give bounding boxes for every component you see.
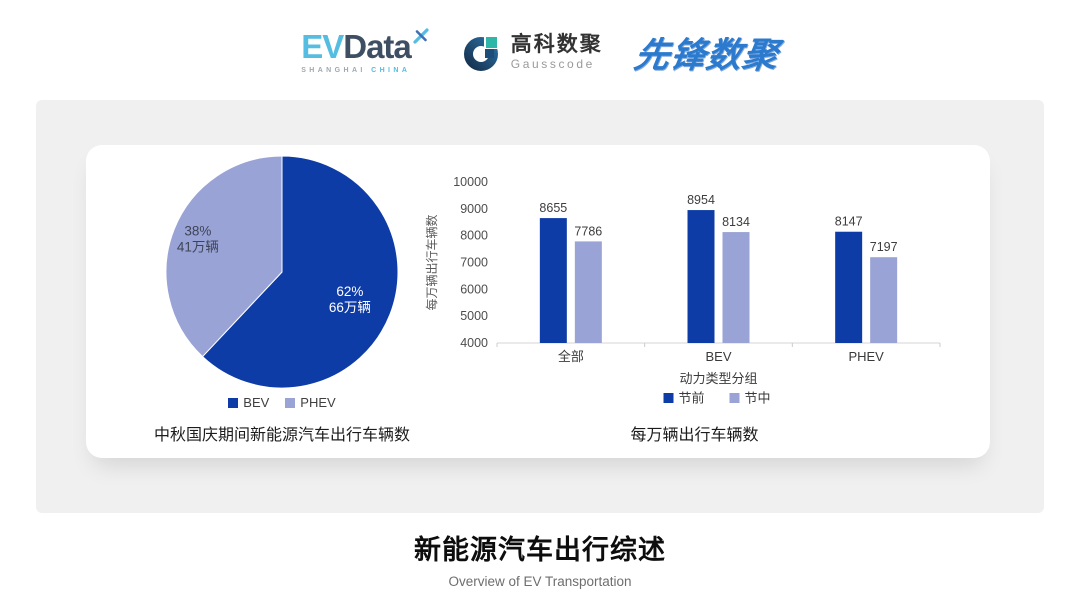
pie-legend-label: PHEV: [300, 395, 336, 410]
pie-legend-swatch: [228, 397, 239, 408]
y-tick-label: 7000: [460, 256, 488, 270]
pie-legend: BEV PHEV: [132, 395, 432, 410]
bar-value-label: 8147: [835, 215, 863, 229]
y-tick-label: 4000: [460, 336, 488, 350]
gausscode-en-text: Gausscode: [510, 57, 595, 72]
evdata-sub-china: CHINA: [371, 67, 411, 74]
y-tick-label: 9000: [460, 202, 488, 216]
pie-slice-bev: [202, 155, 399, 389]
bar-legend-swatch: [729, 393, 740, 403]
evdata-subtext: SHANGHAI CHINA: [301, 67, 410, 74]
charts-panel: 62% 66万辆 38% 41万辆 BEV PHEV 中秋国庆期间新能源汽车出行车辆数 …: [36, 100, 1044, 513]
xianfeng-text: 先锋数聚: [631, 35, 782, 75]
pie-slice-amount: 41万辆: [177, 240, 219, 255]
bar-value-label: 8954: [687, 193, 715, 207]
evdata-sub-shanghai: SHANGHAI: [301, 67, 366, 74]
evdata-logo: EV Data SHANGHAI CHINA: [301, 28, 430, 74]
charts-card: 62% 66万辆 38% 41万辆 BEV PHEV 中秋国庆期间新能源汽车出行车辆数 …: [86, 145, 990, 458]
pie-legend-item-phev: PHEV: [285, 395, 336, 410]
bar-legend-label: 节中: [745, 391, 771, 406]
pie-slice-percent: 62%: [336, 284, 363, 299]
bar-节中-PHEV: [870, 257, 898, 343]
header-logos: EV Data SHANGHAI CHINA: [0, 18, 1080, 86]
pie-legend-item-bev: BEV: [228, 395, 269, 410]
bar-value-label: 7786: [574, 224, 602, 238]
pie-chart: 62% 66万辆 38% 41万辆: [165, 155, 399, 389]
pie-legend-label: BEV: [243, 395, 270, 410]
gausscode-cn-text: 高科数聚: [510, 32, 603, 56]
gausscode-g-icon: [463, 32, 502, 71]
pie-slice-percent: 38%: [184, 224, 211, 239]
evdata-data-text: Data: [343, 28, 412, 65]
category-label: BEV: [705, 349, 731, 364]
bar-节中-全部: [574, 241, 602, 343]
footer: 新能源汽车出行综述 Overview of EV Transportation: [0, 528, 1080, 589]
pie-slice-phev: [165, 155, 283, 358]
pie-chart-title: 中秋国庆期间新能源汽车出行车辆数: [153, 427, 410, 444]
x-axis-title: 动力类型分组: [679, 371, 757, 386]
evdata-x-icon: [413, 28, 429, 44]
y-axis-title: 每万辆出行车辆数: [424, 214, 439, 310]
bar-chart-title: 每万辆出行车辆数: [630, 427, 759, 444]
evdata-ev-text: EV: [301, 28, 344, 65]
pie-slice-amount: 66万辆: [329, 300, 371, 315]
gausscode-text: 高科数聚 Gausscode: [511, 33, 603, 71]
pie-slice-label-bev: 62% 66万辆: [329, 284, 371, 315]
pie-slice-label-phev: 38% 41万辆: [177, 224, 219, 255]
y-tick-label: 8000: [460, 229, 488, 243]
page-title: 新能源汽车出行综述: [414, 535, 666, 565]
xianfeng-logo: 先锋数聚: [631, 27, 783, 78]
bar-value-label: 8134: [722, 215, 750, 229]
y-tick-label: 6000: [460, 282, 488, 296]
bar-节前-BEV: [687, 210, 715, 343]
bar-legend-swatch: [663, 393, 674, 403]
bar-value-label: 7197: [870, 240, 898, 254]
bar-节前-全部: [539, 218, 567, 343]
evdata-wordmark: EV Data: [301, 28, 430, 65]
page-subtitle: Overview of EV Transportation: [448, 574, 632, 589]
gausscode-logo: 高科数聚 Gausscode: [462, 32, 603, 72]
category-label: PHEV: [848, 349, 884, 364]
y-tick-label: 10000: [453, 175, 488, 189]
bar-节前-PHEV: [835, 231, 863, 343]
bar-value-label: 8655: [539, 201, 567, 215]
category-label: 全部: [558, 349, 584, 364]
y-tick-label: 5000: [460, 309, 488, 323]
bar-legend-label: 节前: [679, 391, 705, 406]
bar-节中-BEV: [722, 232, 750, 343]
pie-legend-swatch: [285, 397, 296, 408]
